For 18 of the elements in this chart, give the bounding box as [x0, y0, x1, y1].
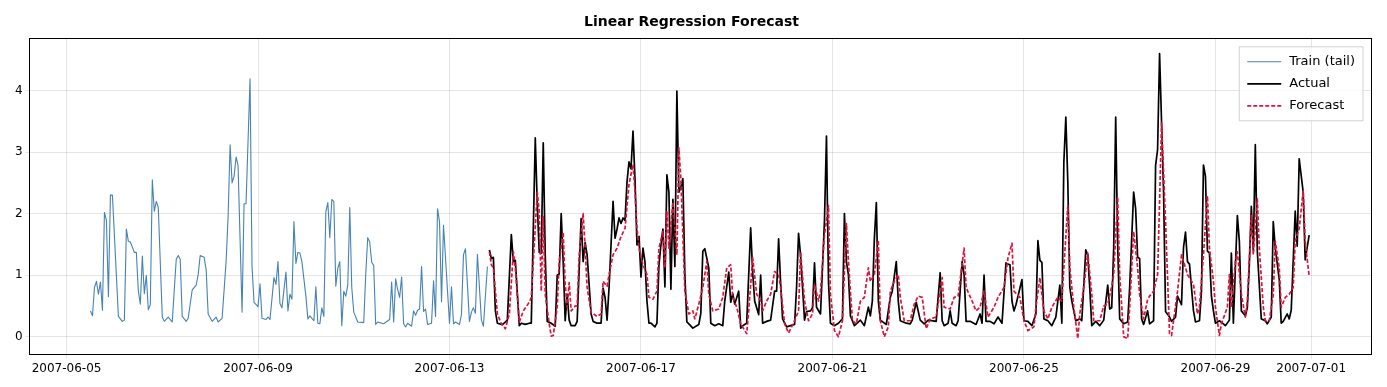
x-tick-label: 2007-07-01: [1276, 360, 1347, 375]
x-tick-label: 2007-06-21: [797, 360, 868, 375]
y-tick-label: 0: [14, 328, 23, 343]
legend-label: Actual: [1289, 75, 1330, 91]
x-tick-label: 2007-06-25: [989, 360, 1059, 375]
x-tick-label: 2007-06-13: [414, 360, 485, 375]
x-tick-label: 2007-06-09: [223, 360, 293, 375]
x-tick-label: 2007-06-17: [606, 360, 676, 375]
y-tick-label: 2: [14, 205, 23, 220]
line-series: [488, 122, 1311, 340]
legend-label: Train (tail): [1288, 53, 1356, 69]
x-tick-label: 2007-06-05: [31, 360, 102, 375]
x-tick-label: 2007-06-29: [1180, 360, 1251, 375]
legend-label: Forecast: [1289, 97, 1345, 113]
y-tick-label: 3: [14, 144, 23, 159]
y-tick-label: 4: [14, 82, 23, 97]
chart-title: Linear Regression Forecast: [584, 13, 800, 30]
y-tick-label: 1: [14, 267, 23, 282]
